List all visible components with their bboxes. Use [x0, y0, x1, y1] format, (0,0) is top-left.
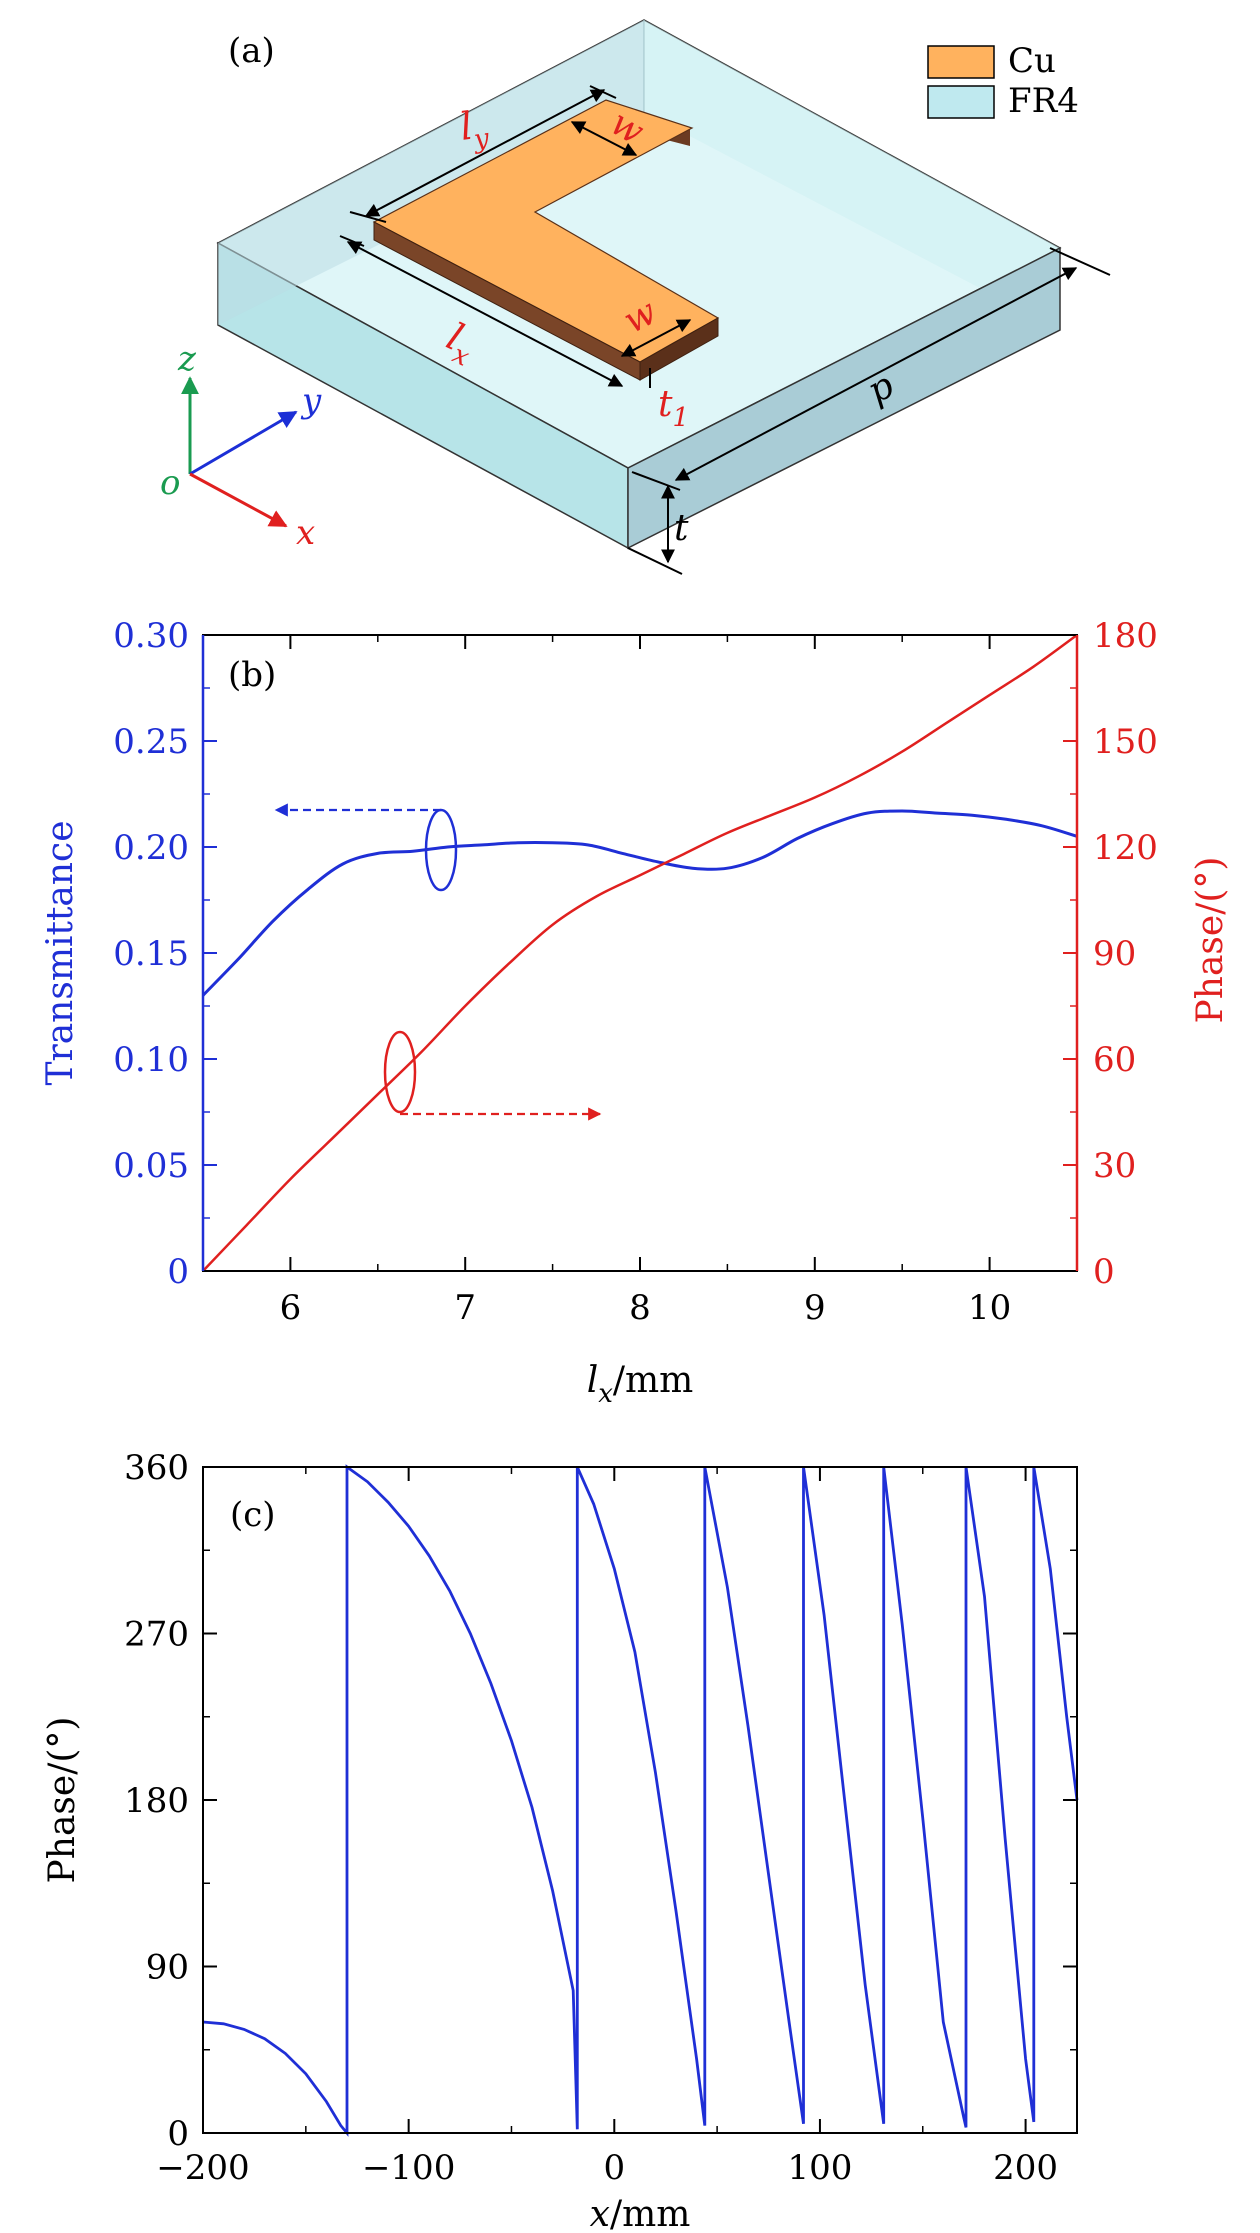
p-dimension [674, 267, 1078, 481]
lx-dimension [346, 241, 624, 387]
z-axis-label: z [177, 339, 197, 379]
p-ext-top [1049, 247, 1111, 276]
b-xtick-label: 6 [280, 1288, 302, 1328]
b-ylabel-left: Transmittance [40, 820, 81, 1085]
b-ytick-right-label: 120 [1093, 828, 1158, 868]
w-top-dimension [570, 121, 638, 156]
b-xtick-label: 8 [629, 1288, 651, 1328]
c-xtick-label: 200 [993, 2148, 1058, 2188]
c-panel-label: (c) [230, 1495, 276, 1535]
c-ytick-label: 180 [124, 1781, 189, 1821]
b-panel-label: (b) [228, 655, 276, 695]
ly-label: ly [457, 102, 491, 157]
b-transmittance-line [201, 809, 1078, 997]
b-xlabel: lx/mm [587, 1360, 694, 1409]
b-ytick-right-label: 180 [1093, 616, 1158, 656]
t-label: t [674, 508, 689, 549]
panel-b: 6 7 8 9 10 0 0.05 0.10 0.15 0.20 0.25 0.30 0 30 60 90 12… [40, 616, 1231, 1409]
substrate-inner-shade [644, 20, 1060, 330]
c-phase-line [202, 1464, 1079, 2137]
b-plot-frame [202, 634, 1078, 1272]
c-xtick-label: −200 [156, 2148, 249, 2188]
b-phase-line [202, 633, 1078, 1272]
c-xtick-label: 0 [603, 2148, 625, 2188]
b-xtick-label: 9 [804, 1288, 826, 1328]
legend: Cu FR4 [927, 41, 1079, 121]
origin-label: o [160, 463, 180, 503]
c-ytick-label: 0 [167, 2114, 189, 2154]
legend-swatch-cu [927, 45, 995, 79]
y-axis [189, 410, 298, 476]
c-xtick-label: 100 [787, 2148, 852, 2188]
b-ytick-left-label: 0.10 [113, 1040, 189, 1080]
b-ylabel-right: Phase/(°) [1190, 857, 1231, 1024]
b-tick-labels: 6 7 8 9 10 0 0.05 0.10 0.15 0.20 0.25 0.30 0 30 60 90 12… [113, 616, 1158, 1328]
b-ytick-right-label: 60 [1093, 1040, 1136, 1080]
c-ytick-label: 90 [146, 1948, 189, 1988]
c-xtick-label: −100 [362, 2148, 455, 2188]
panel-a: ly w lx w t1 p t z y x o (a) Cu FR4 [160, 19, 1111, 575]
b-phase-ellipse [383, 1030, 417, 1114]
b-ytick-left-label: 0.05 [113, 1146, 189, 1186]
b-ytick-right-label: 150 [1093, 722, 1158, 762]
legend-label-cu: Cu [1008, 41, 1056, 81]
b-ytick-left-label: 0.30 [113, 616, 189, 656]
ly-ext-left [349, 211, 387, 223]
y-axis-label: y [300, 381, 322, 421]
b-xtick-label: 7 [454, 1288, 476, 1328]
t-ext-bottom [627, 547, 683, 575]
legend-label-fr4: FR4 [1008, 81, 1079, 121]
t1-label: t1 [658, 384, 689, 433]
b-ytick-left-label: 0 [167, 1252, 189, 1292]
ly-dimension [364, 89, 606, 217]
c-xlabel: x/mm [590, 2194, 691, 2233]
b-ticks [202, 634, 1078, 1272]
panel-a-label: (a) [228, 31, 275, 71]
b-ytick-left-label: 0.15 [113, 934, 189, 974]
x-axis-label: x [296, 513, 315, 553]
b-xtick-label: 10 [968, 1288, 1011, 1328]
x-axis [189, 472, 288, 528]
b-ytick-right-label: 90 [1093, 934, 1136, 974]
panel-c: −200 −100 0 100 200 0 90 180 270 360 (c) Phase/(°… [42, 1448, 1079, 2233]
lx-ext [339, 235, 365, 247]
legend-swatch-fr4 [927, 85, 995, 119]
c-tick-labels: −200 −100 0 100 200 0 90 180 270 360 [124, 1448, 1058, 2188]
c-ytick-label: 270 [124, 1615, 189, 1655]
c-plot-frame [202, 1466, 1078, 2134]
b-ytick-left-label: 0.20 [113, 828, 189, 868]
c-ylabel: Phase/(°) [42, 1717, 83, 1884]
b-ytick-right-label: 0 [1093, 1252, 1115, 1292]
b-ytick-right-label: 30 [1093, 1146, 1136, 1186]
c-ytick-label: 360 [124, 1448, 189, 1488]
b-ytick-left-label: 0.25 [113, 722, 189, 762]
